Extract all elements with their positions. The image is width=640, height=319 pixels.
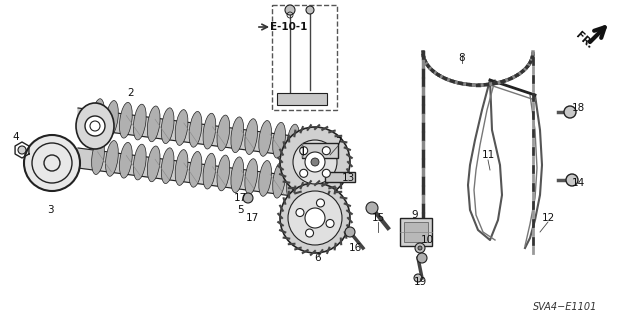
Ellipse shape — [203, 113, 216, 149]
Circle shape — [296, 209, 304, 217]
Circle shape — [418, 246, 422, 250]
Ellipse shape — [147, 146, 160, 182]
Bar — [277, 93, 327, 105]
Ellipse shape — [273, 122, 285, 158]
Text: 15: 15 — [371, 213, 385, 223]
Bar — [272, 5, 337, 110]
Circle shape — [316, 199, 324, 207]
Circle shape — [566, 174, 578, 186]
Circle shape — [305, 208, 325, 228]
Text: 1: 1 — [300, 147, 307, 157]
Circle shape — [280, 183, 350, 253]
Polygon shape — [78, 108, 308, 158]
Text: 17: 17 — [234, 193, 246, 203]
Text: 9: 9 — [412, 210, 419, 220]
Circle shape — [366, 202, 378, 214]
Circle shape — [564, 106, 576, 118]
Ellipse shape — [76, 103, 114, 149]
Ellipse shape — [106, 100, 118, 136]
Circle shape — [311, 158, 319, 166]
Circle shape — [305, 229, 314, 237]
Ellipse shape — [273, 162, 285, 198]
Ellipse shape — [231, 117, 244, 153]
Ellipse shape — [147, 106, 160, 142]
Circle shape — [326, 219, 334, 227]
Circle shape — [288, 191, 342, 245]
Ellipse shape — [245, 159, 258, 195]
Ellipse shape — [161, 148, 174, 183]
Text: FR.: FR. — [573, 30, 595, 50]
Text: E-10-1: E-10-1 — [270, 22, 307, 32]
Text: 6: 6 — [315, 253, 321, 263]
Text: 19: 19 — [413, 277, 427, 287]
Text: 7: 7 — [335, 137, 341, 147]
Ellipse shape — [175, 110, 188, 145]
Text: 13: 13 — [341, 173, 355, 183]
Circle shape — [285, 5, 295, 15]
Text: 17: 17 — [245, 213, 259, 223]
Ellipse shape — [217, 155, 230, 191]
Ellipse shape — [92, 139, 104, 174]
Circle shape — [300, 169, 308, 177]
Ellipse shape — [120, 102, 132, 138]
Text: 10: 10 — [420, 235, 433, 245]
Circle shape — [300, 147, 308, 155]
Circle shape — [24, 135, 80, 191]
Circle shape — [417, 253, 427, 263]
Ellipse shape — [231, 157, 244, 193]
Text: 16: 16 — [348, 243, 362, 253]
Ellipse shape — [106, 141, 118, 176]
Circle shape — [323, 147, 330, 155]
Ellipse shape — [217, 115, 230, 151]
Ellipse shape — [259, 160, 271, 196]
Ellipse shape — [287, 164, 300, 200]
Ellipse shape — [189, 111, 202, 147]
Ellipse shape — [133, 104, 146, 140]
Bar — [325, 172, 355, 182]
Circle shape — [345, 227, 355, 237]
FancyBboxPatch shape — [301, 143, 337, 158]
Circle shape — [18, 146, 26, 154]
Bar — [404, 222, 428, 242]
Ellipse shape — [189, 152, 202, 187]
Text: 11: 11 — [481, 150, 495, 160]
Circle shape — [306, 6, 314, 14]
Ellipse shape — [203, 153, 216, 189]
Text: 18: 18 — [572, 103, 584, 113]
Ellipse shape — [92, 99, 104, 135]
Circle shape — [415, 243, 425, 253]
Text: SVA4−E1101: SVA4−E1101 — [533, 302, 597, 312]
Text: 8: 8 — [459, 53, 465, 63]
Text: 5: 5 — [237, 205, 243, 215]
Ellipse shape — [175, 150, 188, 185]
Polygon shape — [78, 148, 308, 198]
Text: 3: 3 — [47, 205, 53, 215]
Ellipse shape — [161, 108, 174, 144]
Text: 12: 12 — [541, 213, 555, 223]
Ellipse shape — [245, 119, 258, 154]
Ellipse shape — [287, 124, 300, 160]
Text: 2: 2 — [128, 88, 134, 98]
Circle shape — [323, 169, 330, 177]
Circle shape — [280, 127, 350, 197]
Ellipse shape — [120, 142, 132, 178]
Ellipse shape — [133, 144, 146, 180]
Ellipse shape — [259, 121, 271, 156]
Circle shape — [305, 152, 325, 172]
Text: 4: 4 — [13, 132, 19, 142]
Circle shape — [293, 140, 337, 184]
Circle shape — [243, 193, 253, 203]
Bar — [400, 218, 432, 246]
Circle shape — [85, 116, 105, 136]
Circle shape — [414, 274, 422, 282]
Text: 14: 14 — [572, 178, 584, 188]
